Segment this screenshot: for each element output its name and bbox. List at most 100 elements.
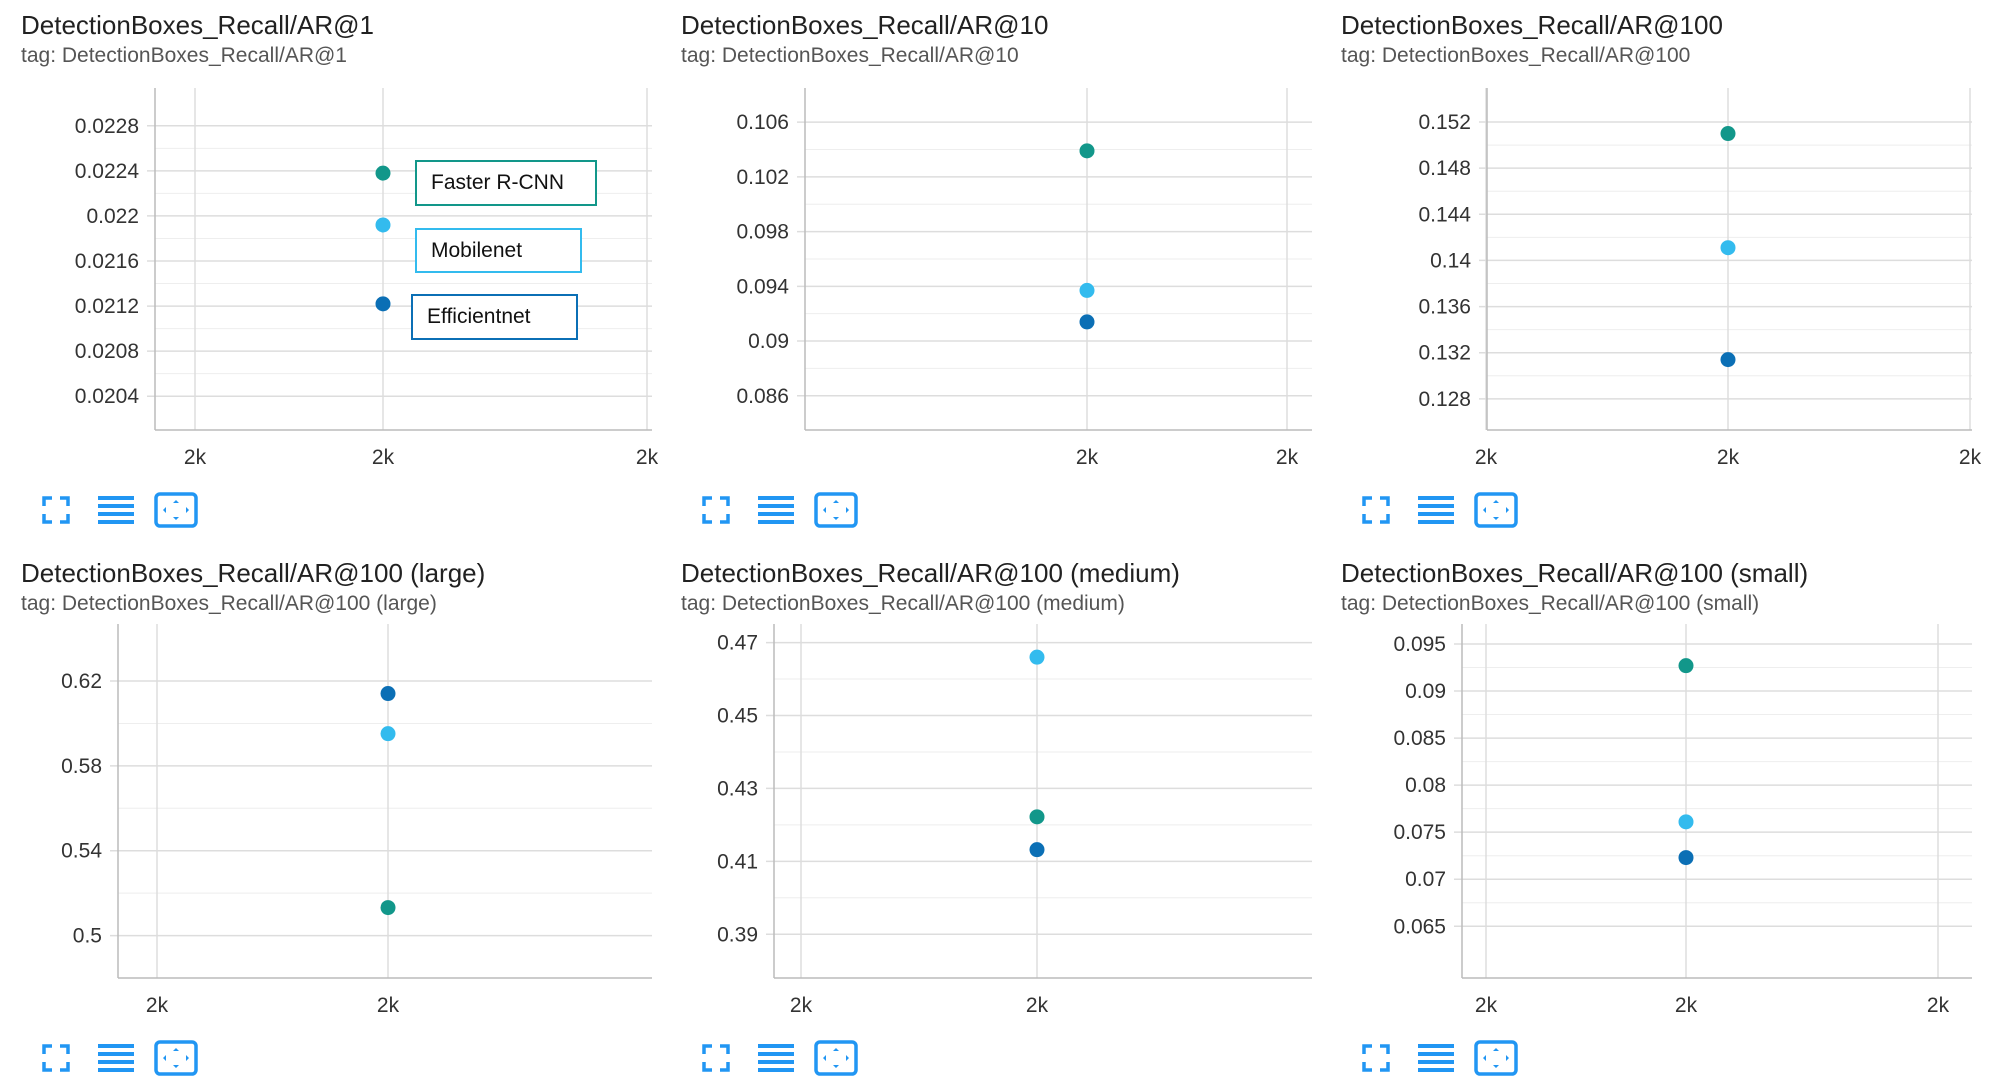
fit-domain-button[interactable] [814, 490, 858, 530]
data-point [1029, 649, 1045, 665]
fullscreen-button[interactable] [694, 490, 738, 530]
x-tick-label: 2k [1717, 446, 1740, 469]
y-tick-label: 0.0224 [75, 160, 140, 183]
chart-tag: tag: DetectionBoxes_Recall/AR@100 (large… [21, 592, 437, 615]
fit-domain-button[interactable] [1474, 490, 1518, 530]
chart-tag: tag: DetectionBoxes_Recall/AR@10 [681, 44, 1019, 67]
data-point [375, 296, 391, 312]
y-tick-label: 0.098 [736, 221, 789, 244]
legend-label: Mobilenet [431, 238, 523, 262]
y-tick-label: 0.39 [717, 923, 758, 946]
legend-label: Efficientnet [427, 305, 531, 328]
data-table-icon [1418, 496, 1454, 524]
data-point [1079, 282, 1095, 298]
x-tick-label: 2k [1276, 446, 1299, 469]
fit-domain-icon [814, 492, 858, 528]
chart-title: DetectionBoxes_Recall/AR@100 (medium) [681, 558, 1180, 588]
data-table-icon [98, 496, 134, 524]
fullscreen-button[interactable] [1354, 490, 1398, 530]
fullscreen-button[interactable] [34, 490, 78, 530]
x-tick-label: 2k [636, 446, 659, 469]
y-tick-label: 0.0216 [75, 250, 139, 273]
data-table-icon [758, 496, 794, 524]
fullscreen-icon [702, 496, 730, 524]
y-tick-label: 0.152 [1418, 111, 1471, 134]
y-tick-label: 0.09 [748, 330, 789, 353]
y-tick-label: 0.102 [736, 166, 789, 189]
y-tick-label: 0.0208 [75, 340, 139, 363]
y-tick-label: 0.08 [1405, 774, 1446, 797]
fit-domain-button[interactable] [154, 1038, 198, 1078]
data-point [1029, 809, 1045, 825]
data-table-icon [98, 1044, 134, 1072]
y-tick-label: 0.095 [1393, 633, 1446, 656]
scatter-plot[interactable]: 0.47 0.45 0.43 0.41 0.39 2k 2k [660, 548, 1320, 1028]
fullscreen-button[interactable] [1354, 1038, 1398, 1078]
y-tick-label: 0.144 [1418, 203, 1471, 226]
y-tick-label: 0.075 [1393, 821, 1446, 844]
data-point [380, 726, 396, 742]
y-tick-label: 0.62 [61, 670, 102, 693]
y-tick-label: 0.136 [1418, 296, 1471, 319]
x-tick-label: 2k [377, 994, 400, 1017]
x-tick-label: 2k [1927, 994, 1950, 1017]
data-table-button[interactable] [1414, 1038, 1458, 1078]
fit-domain-icon [1474, 1040, 1518, 1076]
data-point [1720, 126, 1736, 142]
chart-card-ar100: DetectionBoxes_Recall/AR@100 tag: Detect… [1320, 0, 1982, 540]
data-point [1720, 352, 1736, 368]
y-tick-label: 0.43 [717, 777, 758, 800]
data-point [1678, 850, 1694, 866]
x-tick-label: 2k [372, 446, 395, 469]
fit-domain-icon [814, 1040, 858, 1076]
chart-title: DetectionBoxes_Recall/AR@100 (large) [21, 558, 486, 588]
y-tick-label: 0.09 [1405, 680, 1446, 703]
legend-label: Faster R-CNN [431, 171, 565, 194]
data-point [380, 686, 396, 702]
y-tick-label: 0.065 [1393, 915, 1446, 938]
chart-card-ar1: DetectionBoxes_Recall/AR@1 tag: Detectio… [0, 0, 660, 540]
data-point [1079, 314, 1095, 330]
fullscreen-button[interactable] [694, 1038, 738, 1078]
data-point [1678, 814, 1694, 830]
scatter-plot[interactable]: 0.095 0.09 0.085 0.08 0.075 0.07 0.065 2k 2k 2k [1320, 548, 1980, 1028]
data-table-button[interactable] [754, 490, 798, 530]
fullscreen-icon [42, 496, 70, 524]
data-table-button[interactable] [94, 490, 138, 530]
y-tick-label: 0.0204 [75, 385, 140, 408]
scatter-plot[interactable]: 0.106 0.102 0.098 0.094 0.09 0.086 2k 2k [660, 0, 1320, 480]
x-tick-label: 2k [1026, 994, 1049, 1017]
data-table-button[interactable] [94, 1038, 138, 1078]
y-tick-label: 0.085 [1393, 727, 1446, 750]
fit-domain-button[interactable] [154, 490, 198, 530]
data-point [1678, 658, 1694, 674]
legend-faster-rcnn: Faster R-CNN [415, 160, 597, 206]
data-point [380, 900, 396, 916]
chart-title: DetectionBoxes_Recall/AR@10 [681, 10, 1049, 40]
x-tick-label: 2k [146, 994, 169, 1017]
data-table-icon [1418, 1044, 1454, 1072]
fullscreen-icon [1362, 496, 1390, 524]
data-point [375, 217, 391, 233]
fullscreen-button[interactable] [34, 1038, 78, 1078]
chart-tag: tag: DetectionBoxes_Recall/AR@100 [1341, 44, 1691, 67]
fit-domain-button[interactable] [814, 1038, 858, 1078]
y-tick-label: 0.106 [736, 111, 789, 134]
y-tick-label: 0.0212 [75, 295, 139, 318]
data-table-button[interactable] [754, 1038, 798, 1078]
chart-tag: tag: DetectionBoxes_Recall/AR@100 (mediu… [681, 592, 1125, 615]
y-tick-label: 0.14 [1430, 249, 1471, 272]
chart-card-ar100-medium: DetectionBoxes_Recall/AR@100 (medium) ta… [660, 548, 1320, 1088]
data-table-button[interactable] [1414, 490, 1458, 530]
scatter-plot[interactable]: 0.152 0.148 0.144 0.14 0.136 0.132 0.128 2k 2k 2k [1320, 0, 1982, 480]
data-point [1720, 240, 1736, 256]
fit-domain-button[interactable] [1474, 1038, 1518, 1078]
y-tick-label: 0.086 [736, 385, 789, 408]
chart-card-ar10: DetectionBoxes_Recall/AR@10 tag: Detecti… [660, 0, 1320, 540]
fit-domain-icon [1474, 492, 1518, 528]
fit-domain-icon [154, 1040, 198, 1076]
x-tick-label: 2k [1959, 446, 1982, 469]
y-tick-label: 0.41 [717, 850, 758, 873]
scatter-plot[interactable]: 0.62 0.58 0.54 0.5 2k 2k [0, 548, 660, 1028]
data-table-icon [758, 1044, 794, 1072]
